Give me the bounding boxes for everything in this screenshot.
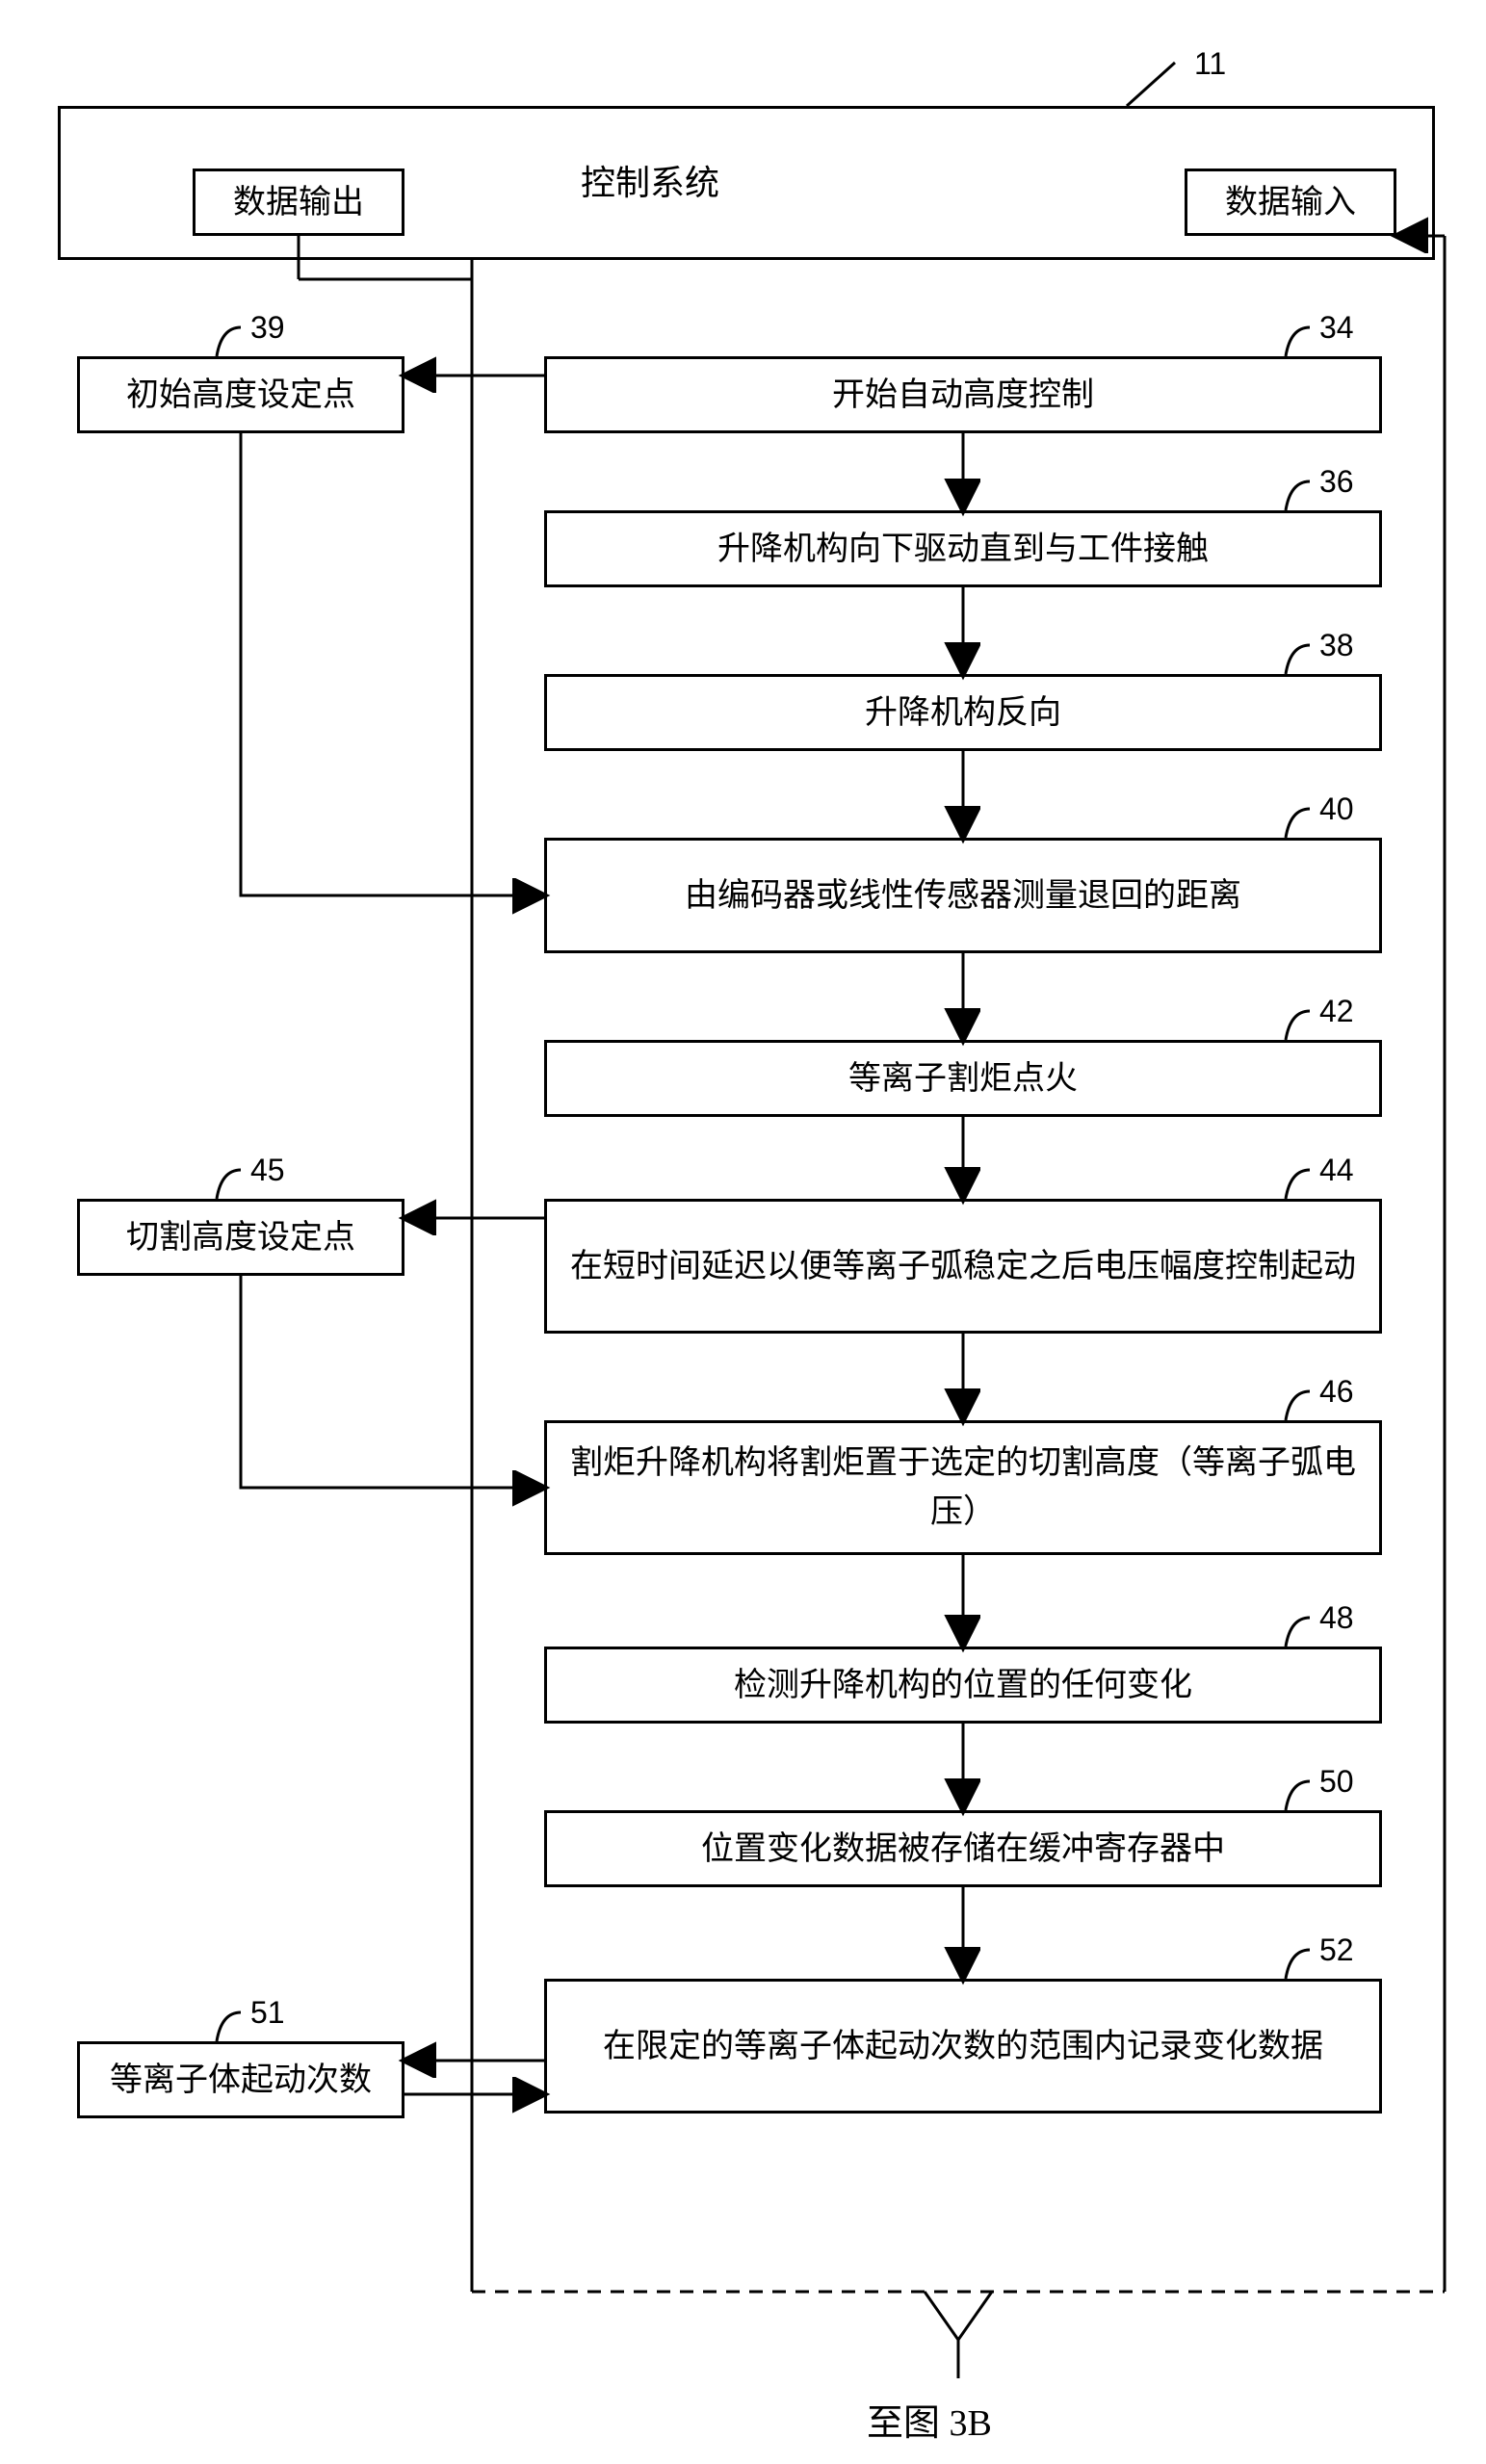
box-50: 位置变化数据被存储在缓冲寄存器中 — [544, 1810, 1382, 1887]
data-out-box: 数据输出 — [193, 169, 404, 236]
box-45: 切割高度设定点 — [77, 1199, 404, 1276]
box-42-label: 等离子割炬点火 — [848, 1054, 1078, 1103]
ref-36: 36 — [1319, 464, 1354, 500]
ref-39: 39 — [250, 310, 285, 346]
ref-44: 44 — [1319, 1153, 1354, 1188]
data-in-box: 数据输入 — [1185, 169, 1396, 236]
ref-48: 48 — [1319, 1600, 1354, 1636]
data-out-label: 数据输出 — [233, 178, 364, 227]
box-34: 开始自动高度控制 — [544, 356, 1382, 433]
box-44-label: 在短时间延迟以便等离子弧稳定之后电压幅度控制起动 — [570, 1242, 1356, 1291]
box-44: 在短时间延迟以便等离子弧稳定之后电压幅度控制起动 — [544, 1199, 1382, 1334]
box-36-label: 升降机构向下驱动直到与工件接触 — [717, 525, 1209, 574]
box-38: 升降机构反向 — [544, 674, 1382, 751]
ref-46: 46 — [1319, 1374, 1354, 1410]
box-51: 等离子体起动次数 — [77, 2041, 404, 2118]
box-38-label: 升降机构反向 — [865, 688, 1061, 738]
box-48-label: 检测升降机构的位置的任何变化 — [734, 1661, 1192, 1710]
box-39-label: 初始高度设定点 — [126, 371, 355, 420]
box-51-label: 等离子体起动次数 — [110, 2056, 372, 2105]
box-40-label: 由编码器或线性传感器测量退回的距离 — [685, 871, 1241, 921]
ref-42: 42 — [1319, 994, 1354, 1029]
data-in-label: 数据输入 — [1225, 178, 1356, 227]
box-46: 割炬升降机构将割炬置于选定的切割高度（等离子弧电压） — [544, 1420, 1382, 1555]
box-48: 检测升降机构的位置的任何变化 — [544, 1647, 1382, 1724]
ref-34: 34 — [1319, 310, 1354, 346]
box-39: 初始高度设定点 — [77, 356, 404, 433]
box-45-label: 切割高度设定点 — [126, 1213, 355, 1262]
box-42: 等离子割炬点火 — [544, 1040, 1382, 1117]
to-3b-label: 至图 3B — [867, 2393, 992, 2446]
ref-50: 50 — [1319, 1764, 1354, 1800]
box-36: 升降机构向下驱动直到与工件接触 — [544, 510, 1382, 587]
ref-52: 52 — [1319, 1932, 1354, 1968]
ref-38: 38 — [1319, 628, 1354, 663]
system-title: 控制系统 — [581, 157, 719, 209]
box-40: 由编码器或线性传感器测量退回的距离 — [544, 838, 1382, 953]
box-50-label: 位置变化数据被存储在缓冲寄存器中 — [701, 1825, 1225, 1874]
box-34-label: 开始自动高度控制 — [832, 371, 1094, 420]
box-52: 在限定的等离子体起动次数的范围内记录变化数据 — [544, 1979, 1382, 2114]
ref-51: 51 — [250, 1995, 285, 2031]
ref-40: 40 — [1319, 791, 1354, 827]
ref-11: 11 — [1194, 46, 1226, 82]
box-46-label: 割炬升降机构将割炬置于选定的切割高度（等离子弧电压） — [566, 1439, 1360, 1537]
ref-45: 45 — [250, 1153, 285, 1188]
box-52-label: 在限定的等离子体起动次数的范围内记录变化数据 — [603, 2022, 1323, 2071]
